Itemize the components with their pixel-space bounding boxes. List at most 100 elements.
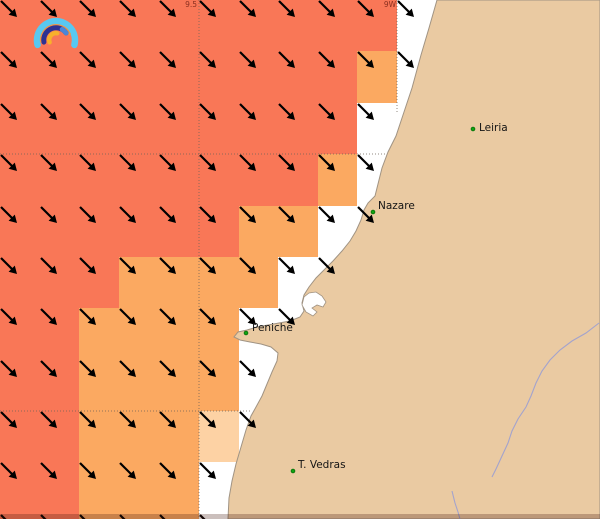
wind-arrow-shaft xyxy=(159,411,173,425)
wind-speed-cell-red xyxy=(0,308,79,360)
wind-arrow-shaft xyxy=(0,154,14,168)
wind-arrow-head xyxy=(207,8,216,17)
wind-arrow-shaft xyxy=(239,257,253,271)
wind-arrow-shaft xyxy=(278,51,292,65)
wind-arrow-shaft xyxy=(318,103,332,117)
wind-arrow-shaft xyxy=(119,514,126,519)
wind-arrow-shaft xyxy=(159,154,173,168)
wind-arrow-head xyxy=(167,316,176,325)
wind-arrow-shaft xyxy=(0,360,14,374)
wind-speed-cell-red xyxy=(0,257,119,308)
wind-speed-cell-orange xyxy=(79,514,199,519)
wind-arrow-head xyxy=(167,214,176,223)
wind-arrow-head xyxy=(365,8,374,17)
wind-arrow-head xyxy=(48,162,57,171)
wind-arrow-shaft xyxy=(278,154,292,168)
city-label[interactable]: Peniche xyxy=(252,322,293,334)
rainbow-logo-icon[interactable] xyxy=(46,30,60,45)
lagoon xyxy=(301,291,327,317)
wind-arrow-head xyxy=(167,59,176,68)
wind-arrow-head xyxy=(286,111,295,120)
wind-arrow-head xyxy=(127,59,136,68)
wind-arrow-head xyxy=(127,162,136,171)
wind-arrow-head xyxy=(87,8,96,17)
wind-arrow-head xyxy=(8,265,17,274)
wind-arrow-head xyxy=(8,368,17,377)
wind-arrow-shaft xyxy=(0,462,14,476)
city-dot[interactable] xyxy=(470,126,476,132)
wind-arrow-shaft xyxy=(119,206,133,220)
wind-arrow-head xyxy=(207,162,216,171)
wind-arrow-shaft xyxy=(40,0,54,14)
wind-speed-cell-red xyxy=(0,360,79,411)
wind-arrow-shaft xyxy=(79,206,93,220)
wind-arrow-shaft xyxy=(199,462,213,476)
wind-arrow-shaft xyxy=(40,514,47,519)
wind-speed-cell-red xyxy=(0,462,79,514)
wind-arrow-head xyxy=(326,59,335,68)
wind-arrow-shaft xyxy=(199,51,213,65)
wind-arrow-head xyxy=(87,214,96,223)
wind-arrow-shaft xyxy=(79,154,93,168)
city-dot[interactable] xyxy=(290,468,296,474)
wind-arrow-shaft xyxy=(0,103,14,117)
wind-speed-cell-red xyxy=(0,514,79,519)
wind-arrow-head xyxy=(247,59,256,68)
wind-arrow-head xyxy=(365,111,374,120)
rainbow-logo-icon[interactable] xyxy=(33,17,79,49)
wind-arrow-shaft xyxy=(79,51,93,65)
wind-arrow-shaft xyxy=(40,411,54,425)
wind-arrow-shaft xyxy=(40,154,54,168)
wind-arrow-shaft xyxy=(79,411,93,425)
city-label[interactable]: T. Vedras xyxy=(297,459,346,471)
city-label[interactable]: Leiria xyxy=(479,122,508,134)
city-dot[interactable] xyxy=(243,330,249,336)
wind-speed-cell-red xyxy=(0,154,318,206)
wind-arrow-shaft xyxy=(278,103,292,117)
wind-arrow-head xyxy=(8,214,17,223)
wind-arrow-head xyxy=(247,214,256,223)
wind-arrow-shaft xyxy=(357,51,371,65)
wind-arrow-shaft xyxy=(0,0,14,14)
longitude-label: 9W xyxy=(384,0,397,9)
wind-arrow-shaft xyxy=(119,360,133,374)
wind-arrow-shaft xyxy=(119,103,133,117)
wind-arrow-head xyxy=(167,470,176,479)
wind-speed-cell-red xyxy=(0,206,239,257)
wind-arrow-shaft xyxy=(239,154,253,168)
wind-arrow-head xyxy=(48,419,57,428)
wind-arrow-head xyxy=(48,8,57,17)
wind-speed-cell-orange xyxy=(357,51,397,103)
wind-arrow-head xyxy=(8,8,17,17)
wind-arrow-head xyxy=(405,59,414,68)
wind-arrow-shaft xyxy=(239,308,253,322)
wind-arrow-head xyxy=(48,316,57,325)
wind-arrow-shaft xyxy=(199,103,213,117)
wind-arrow-shaft xyxy=(199,411,213,425)
wind-arrow-shaft xyxy=(278,0,292,14)
wind-arrow-shaft xyxy=(40,462,54,476)
wind-arrow-shaft xyxy=(159,360,173,374)
wind-arrow-head xyxy=(87,265,96,274)
wind-arrow-shaft xyxy=(119,154,133,168)
wind-arrow-head xyxy=(326,8,335,17)
wind-arrow-head xyxy=(365,59,374,68)
wind-arrow-head xyxy=(167,265,176,274)
wind-arrow-shaft xyxy=(159,0,173,14)
wind-arrow-shaft xyxy=(199,154,213,168)
wind-arrow-shaft xyxy=(40,360,54,374)
wind-arrow-shaft xyxy=(40,308,54,322)
rainbow-logo-icon[interactable] xyxy=(59,26,69,36)
wind-arrow-head xyxy=(87,470,96,479)
wind-arrow-head xyxy=(405,8,414,17)
longitude-label: 9.5 xyxy=(185,0,197,9)
city-label[interactable]: Nazare xyxy=(378,200,415,212)
wind-arrow-head xyxy=(8,162,17,171)
wind-arrow-head xyxy=(167,111,176,120)
wind-arrow-shaft xyxy=(79,514,86,519)
city-dot[interactable] xyxy=(370,209,376,215)
wind-arrow-head xyxy=(286,265,295,274)
river xyxy=(451,490,461,519)
